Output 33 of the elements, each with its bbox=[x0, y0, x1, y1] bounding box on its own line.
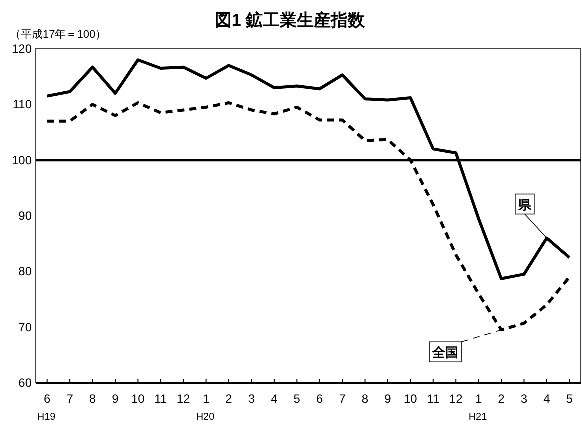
x-tick-label: 4 bbox=[271, 392, 278, 406]
x-tick-label: 3 bbox=[520, 392, 528, 406]
x-tick-label: 2 bbox=[226, 392, 233, 406]
x-tick-label: 5 bbox=[294, 392, 301, 406]
x-tick-label: 9 bbox=[384, 392, 392, 406]
x-tick-label: 7 bbox=[66, 392, 74, 406]
x-tick-label: 9 bbox=[112, 392, 120, 406]
x-tick-label: 7 bbox=[339, 392, 346, 406]
y-tick-label: 110 bbox=[12, 98, 32, 112]
y-tick-label: 100 bbox=[12, 153, 32, 168]
y-tick-label: 70 bbox=[18, 320, 32, 334]
x-tick-label: 6 H19 bbox=[37, 392, 56, 423]
x-tick-label: 3 bbox=[248, 392, 256, 406]
y-axis-title: （平成17年＝100） bbox=[10, 28, 107, 41]
y-tick-label: 90 bbox=[18, 209, 32, 223]
x-tick-label: 11 bbox=[427, 392, 440, 406]
x-tick-label: 8 bbox=[362, 392, 369, 406]
x-tick-label: 10 bbox=[404, 392, 418, 406]
x-tick-label: 5 bbox=[566, 392, 574, 406]
x-tick-label: 2 bbox=[498, 392, 506, 406]
y-tick-label: 120 bbox=[12, 42, 32, 56]
y-tick-label: 60 bbox=[18, 376, 32, 390]
x-tick-label: 1 H20 bbox=[196, 392, 216, 423]
x-tick-label: 11 bbox=[154, 392, 168, 406]
x-tick-label: 1 H21 bbox=[468, 392, 488, 423]
chart-title: 図1 鉱工業生産指数 bbox=[214, 11, 366, 30]
x-tick-label: 12 bbox=[449, 392, 464, 406]
x-tick-label: 8 bbox=[89, 392, 96, 406]
x-tick-label: 4 bbox=[544, 392, 551, 406]
x-tick-label: 6 bbox=[316, 392, 324, 406]
x-tick-label: 12 bbox=[176, 392, 191, 406]
x-tick-label: 10 bbox=[132, 392, 146, 406]
y-tick-label: 80 bbox=[18, 264, 32, 279]
